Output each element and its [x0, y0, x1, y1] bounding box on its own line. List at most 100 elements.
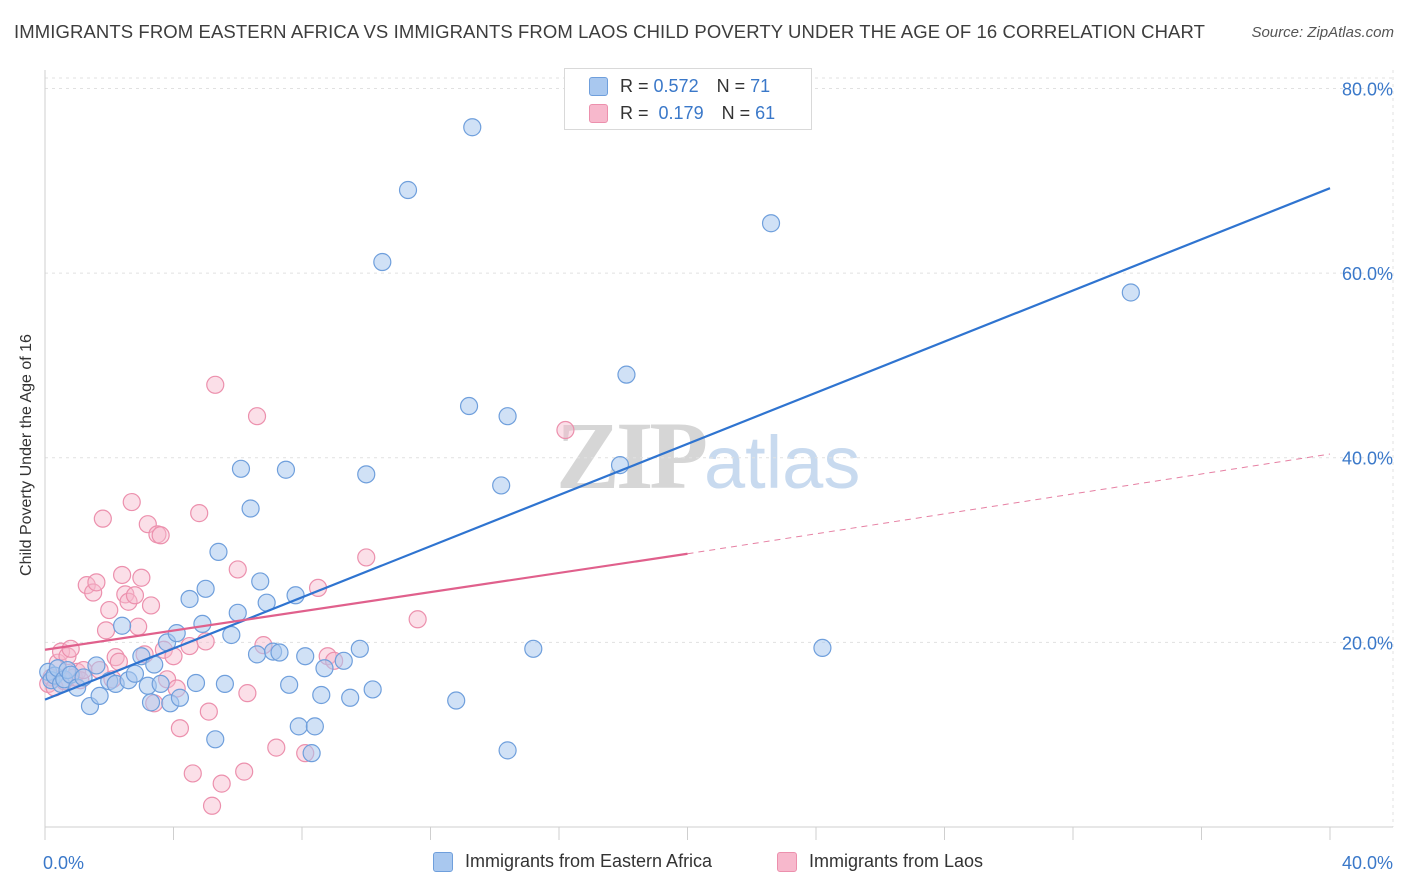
source-label: Source: ZipAtlas.com [1251, 24, 1394, 41]
point-eastern-africa [186, 673, 206, 693]
watermark-zip: ZIP [556, 402, 708, 509]
point-laos [93, 509, 112, 528]
point-laos [357, 548, 376, 567]
point-eastern-africa [305, 717, 324, 736]
point-laos [212, 774, 231, 793]
point-laos [183, 764, 202, 783]
legend-label-eastern-africa: Immigrants from Eastern Africa [465, 851, 713, 871]
point-laos [125, 586, 145, 605]
trend-extension-laos [687, 453, 1331, 555]
trend-line-laos [44, 552, 688, 651]
point-eastern-africa [296, 647, 315, 666]
point-laos [267, 738, 286, 757]
point-eastern-africa [231, 459, 251, 478]
point-eastern-africa [270, 643, 289, 662]
x-tick-label: 0.0% [43, 853, 84, 873]
point-laos [96, 621, 116, 640]
point-eastern-africa [498, 741, 517, 760]
point-laos [247, 407, 267, 426]
point-eastern-africa [141, 693, 161, 712]
point-eastern-africa [170, 688, 190, 707]
point-eastern-africa [247, 645, 267, 664]
legend-item-eastern-africa[interactable]: Immigrants from Eastern Africa [433, 851, 712, 872]
point-eastern-africa [196, 579, 215, 598]
x-tick-label: 40.0% [1342, 853, 1393, 873]
point-laos [151, 526, 170, 545]
point-eastern-africa [112, 616, 132, 635]
point-eastern-africa [312, 685, 331, 705]
y-tick-label: 40.0% [1342, 449, 1393, 469]
legend-r-label: R = [620, 102, 649, 123]
point-eastern-africa [398, 180, 418, 200]
series-legend: Immigrants from Eastern Africa Immigrant… [0, 851, 1406, 879]
point-eastern-africa [363, 680, 382, 699]
axes [44, 70, 1393, 840]
point-eastern-africa [90, 686, 109, 706]
point-eastern-africa [341, 688, 360, 707]
legend-r-label: R = [620, 75, 649, 96]
point-eastern-africa [813, 638, 832, 658]
point-eastern-africa [334, 651, 353, 670]
point-eastern-africa [1121, 283, 1140, 302]
point-eastern-africa [276, 460, 296, 479]
point-eastern-africa [87, 656, 106, 675]
point-eastern-africa [350, 639, 369, 658]
point-eastern-africa [286, 586, 305, 605]
chart-title: IMMIGRANTS FROM EASTERN AFRICA VS IMMIGR… [14, 21, 1206, 42]
point-laos [61, 639, 80, 658]
point-eastern-africa [193, 614, 212, 634]
point-laos [199, 702, 218, 721]
point-eastern-africa [215, 674, 234, 694]
point-laos [129, 617, 148, 636]
point-laos [202, 796, 222, 815]
point-laos [132, 568, 151, 587]
legend-n-label: N = [721, 102, 751, 123]
point-eastern-africa [524, 639, 543, 658]
point-eastern-africa [357, 465, 376, 484]
watermark-atlas: atlas [704, 421, 861, 504]
point-eastern-africa [289, 717, 308, 736]
legend-n-value: 61 [755, 102, 776, 123]
point-eastern-africa [251, 572, 270, 591]
legend-r-value: 0.179 [658, 102, 704, 123]
point-eastern-africa [498, 407, 517, 426]
point-laos [119, 592, 138, 611]
point-eastern-africa [209, 542, 228, 561]
point-eastern-africa [761, 214, 781, 233]
point-laos [87, 573, 106, 592]
legend-row-laos: R = 0.179 N = 61 [589, 101, 775, 125]
series-eastern-africa-points [39, 118, 1140, 763]
point-eastern-africa [459, 396, 479, 416]
point-laos [190, 504, 209, 523]
point-eastern-africa [373, 252, 392, 272]
watermark: ZIPatlas [556, 400, 860, 511]
point-laos [408, 610, 427, 629]
point-eastern-africa [315, 659, 334, 678]
point-laos [84, 583, 103, 602]
point-laos [170, 719, 190, 738]
trend-line-eastern-africa [44, 187, 1331, 701]
y-tick-label: 80.0% [1342, 79, 1393, 99]
point-eastern-africa [447, 691, 466, 710]
point-laos [238, 684, 257, 703]
point-eastern-africa [463, 118, 482, 137]
point-laos [100, 600, 119, 620]
legend-swatch-eastern-africa [433, 851, 453, 872]
grid-lines [45, 70, 1394, 827]
legend-row-eastern-africa: R = 0.572 N = 71 [589, 74, 770, 98]
point-eastern-africa [302, 744, 321, 763]
legend-n-label: N = [716, 75, 746, 96]
point-laos [228, 560, 247, 579]
point-laos [112, 565, 132, 585]
point-eastern-africa [617, 365, 636, 384]
point-eastern-africa [222, 625, 241, 645]
y-tick-label: 20.0% [1342, 633, 1393, 653]
tick-labels: 20.0% 40.0% 60.0% 80.0% 0.0% 40.0% [43, 79, 1393, 873]
point-laos [141, 596, 161, 615]
point-eastern-africa [241, 499, 260, 518]
point-eastern-africa [492, 476, 511, 495]
point-eastern-africa [125, 664, 145, 683]
point-eastern-africa [280, 675, 299, 694]
legend-item-laos[interactable]: Immigrants from Laos [777, 851, 983, 872]
